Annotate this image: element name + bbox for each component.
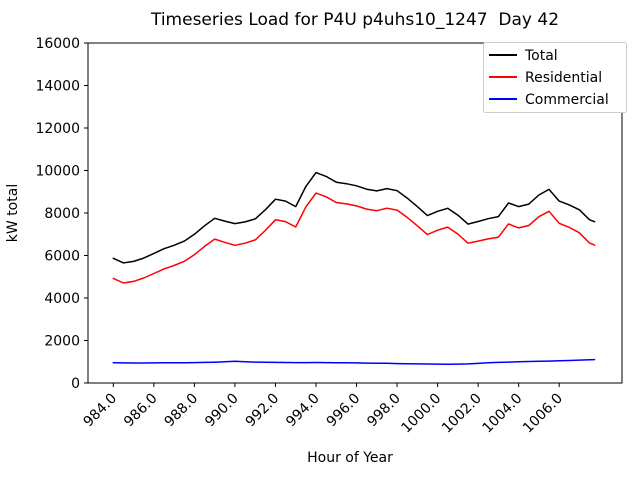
chart-title: Timeseries Load for P4U p4uhs10_1247 Day…: [150, 10, 559, 30]
y-tick-label: 0: [71, 376, 80, 392]
y-tick-label: 10000: [35, 164, 80, 180]
y-tick-label: 12000: [35, 121, 80, 137]
series-line-total: [112, 171, 596, 264]
legend-item-commercial: Commercial: [489, 92, 609, 108]
plot-frame: [87, 42, 623, 384]
legend-item-residential: Residential: [489, 70, 602, 86]
legend-item-total: Total: [489, 48, 558, 64]
y-tick-label: 8000: [44, 206, 80, 222]
x-axis-title: Hour of Year: [307, 450, 393, 466]
legend-label-commercial: Commercial: [525, 92, 609, 108]
y-axis: 0 2000 4000 6000 8000 10000 12000 14000 16000: [35, 36, 88, 392]
legend-frame: [483, 42, 627, 113]
y-tick-label: 6000: [44, 249, 80, 265]
series-lines: [112, 171, 596, 365]
y-axis-title: kW total: [5, 184, 21, 242]
legend-label-residential: Residential: [525, 70, 602, 86]
y-tick-label: 2000: [44, 334, 80, 350]
legend-label-total: Total: [524, 48, 558, 64]
series-line-commercial: [112, 358, 596, 365]
y-tick-label: 14000: [35, 79, 80, 95]
y-tick-label: 16000: [35, 36, 80, 52]
y-tick-label: 4000: [44, 291, 80, 307]
series-line-residential: [112, 192, 596, 284]
legend: Total Residential Commercial: [483, 42, 627, 113]
